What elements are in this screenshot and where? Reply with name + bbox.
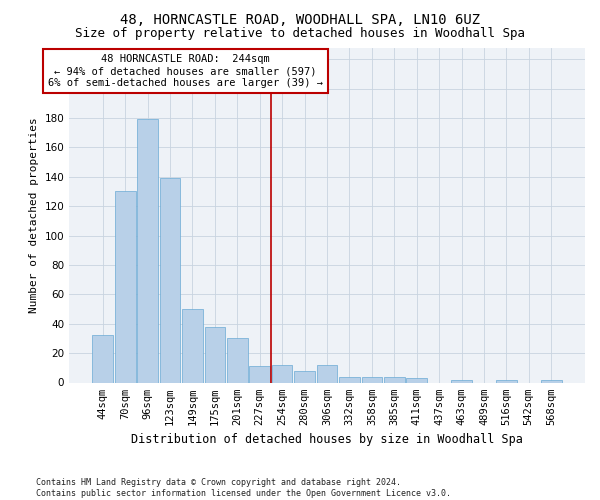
- Bar: [250, 366, 270, 382]
- Bar: [362, 376, 382, 382]
- Bar: [272, 365, 292, 382]
- Text: 48, HORNCASTLE ROAD, WOODHALL SPA, LN10 6UZ: 48, HORNCASTLE ROAD, WOODHALL SPA, LN10 …: [120, 12, 480, 26]
- X-axis label: Distribution of detached houses by size in Woodhall Spa: Distribution of detached houses by size …: [131, 433, 523, 446]
- Y-axis label: Number of detached properties: Number of detached properties: [29, 117, 39, 313]
- Text: 48 HORNCASTLE ROAD:  244sqm
← 94% of detached houses are smaller (597)
6% of sem: 48 HORNCASTLE ROAD: 244sqm ← 94% of deta…: [48, 54, 323, 88]
- Bar: [92, 336, 113, 382]
- Bar: [182, 309, 203, 382]
- Bar: [451, 380, 472, 382]
- Bar: [115, 192, 136, 382]
- Bar: [339, 376, 360, 382]
- Bar: [317, 365, 337, 382]
- Bar: [205, 326, 225, 382]
- Bar: [160, 178, 181, 382]
- Bar: [406, 378, 427, 382]
- Bar: [294, 370, 315, 382]
- Bar: [227, 338, 248, 382]
- Bar: [384, 376, 404, 382]
- Bar: [137, 120, 158, 382]
- Text: Size of property relative to detached houses in Woodhall Spa: Size of property relative to detached ho…: [75, 28, 525, 40]
- Text: Contains HM Land Registry data © Crown copyright and database right 2024.
Contai: Contains HM Land Registry data © Crown c…: [36, 478, 451, 498]
- Bar: [541, 380, 562, 382]
- Bar: [496, 380, 517, 382]
